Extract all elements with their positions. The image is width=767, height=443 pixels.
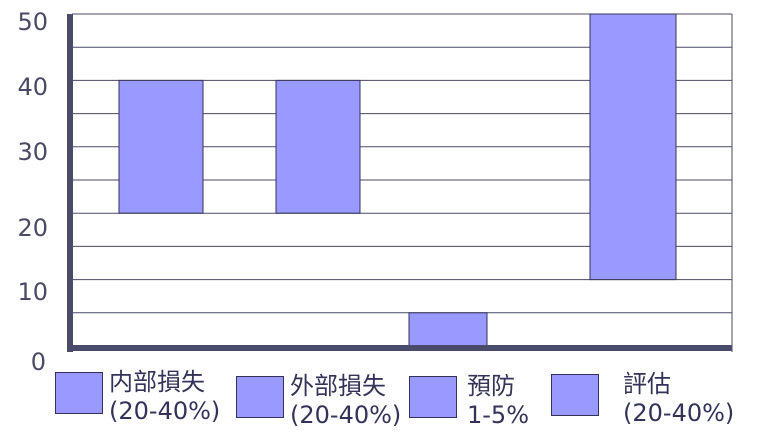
bar-2: [275, 79, 361, 214]
bar-1: [118, 79, 204, 214]
legend-label: 内部損失 (20-40%): [109, 368, 220, 426]
legend-item-prevention: 預防 1-5%: [409, 372, 529, 430]
legend-swatch: [409, 376, 457, 418]
y-tick-labels: 0 10 20 30 40 50: [17, 8, 48, 376]
legend-label-line2: 1-5%: [467, 401, 530, 429]
y-tick-label: 0: [31, 348, 46, 376]
y-tick-label: 50: [17, 8, 48, 36]
legend-swatch: [236, 376, 284, 418]
bar-4: [589, 13, 677, 281]
legend-swatch: [55, 372, 103, 414]
legend-item-internal-loss: 内部損失 (20-40%): [55, 368, 220, 426]
legend-label-line1: 外部損失: [290, 372, 386, 400]
legend-label-line2: (20-40%): [623, 399, 735, 427]
legend-label-line1: 預防: [467, 372, 515, 400]
y-tick-label: 10: [17, 278, 48, 306]
legend-label-line2: (20-40%): [109, 397, 221, 425]
y-tick-label: 40: [17, 73, 48, 101]
legend-label-line1: 評估: [623, 370, 671, 398]
legend-label-line1: 内部損失: [109, 368, 205, 396]
legend-label: 外部損失 (20-40%): [290, 372, 401, 430]
axes: [67, 14, 732, 352]
legend-label: 預防 1-5%: [467, 372, 529, 430]
legend-item-appraisal: 評估 (20-40%): [551, 370, 734, 428]
bar-3: [408, 312, 488, 347]
legend-label-line2: (20-40%): [290, 401, 402, 429]
legend-item-external-loss: 外部損失 (20-40%): [236, 372, 401, 430]
bars: [118, 13, 677, 347]
legend-swatch: [551, 374, 599, 416]
y-tick-label: 30: [17, 138, 48, 166]
legend-label: 評估 (20-40%): [623, 370, 734, 428]
y-tick-label: 20: [17, 214, 48, 242]
